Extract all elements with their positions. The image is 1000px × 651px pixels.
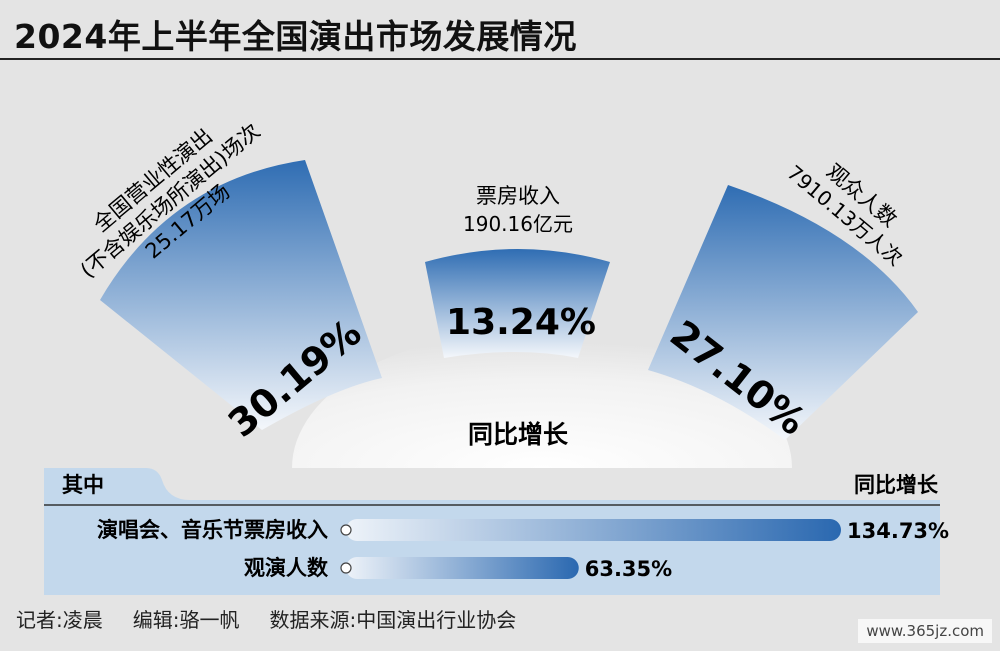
- footer-editor: 编辑:骆一帆: [132, 608, 240, 632]
- sub-bar-label-0: 演唱会、音乐节票房收入: [97, 518, 328, 542]
- footer: 记者:凌晨 编辑:骆一帆 数据来源:中国演出行业协会: [16, 604, 546, 633]
- fan-value-1: 13.24%: [446, 302, 596, 343]
- footer-reporter: 记者:凌晨: [16, 608, 103, 632]
- sub-bar-value-1: 63.35%: [585, 557, 672, 581]
- sub-bar-value-0: 134.73%: [847, 519, 949, 543]
- fan-shape-2: [648, 185, 918, 440]
- sub-bars-group: 演唱会、音乐节票房收入 134.73% 观演人数 63.35%: [97, 518, 949, 581]
- sub-bar-dot-0: [340, 524, 352, 536]
- page-title: 2024年上半年全国演出市场发展情况: [14, 17, 577, 56]
- fan-label-1-line-0: 票房收入: [476, 184, 560, 208]
- footer-source: 数据来源:中国演出行业协会: [269, 608, 517, 632]
- fan-label-1-line-1: 190.16亿元: [463, 212, 573, 236]
- table-left-header: 其中: [62, 473, 104, 497]
- center-label: 同比增长: [468, 420, 569, 449]
- fan-shape-1: [425, 249, 610, 358]
- sub-bar-1: [346, 557, 579, 579]
- sub-bar-0: [346, 519, 841, 541]
- title-divider: [0, 58, 1000, 60]
- fan-shape-0: [100, 160, 382, 430]
- sub-bar-dot-1: [340, 562, 352, 574]
- watermark: www.365jz.com: [858, 619, 992, 643]
- sub-bar-label-1: 观演人数: [244, 556, 329, 580]
- table-right-header: 同比增长: [854, 473, 939, 497]
